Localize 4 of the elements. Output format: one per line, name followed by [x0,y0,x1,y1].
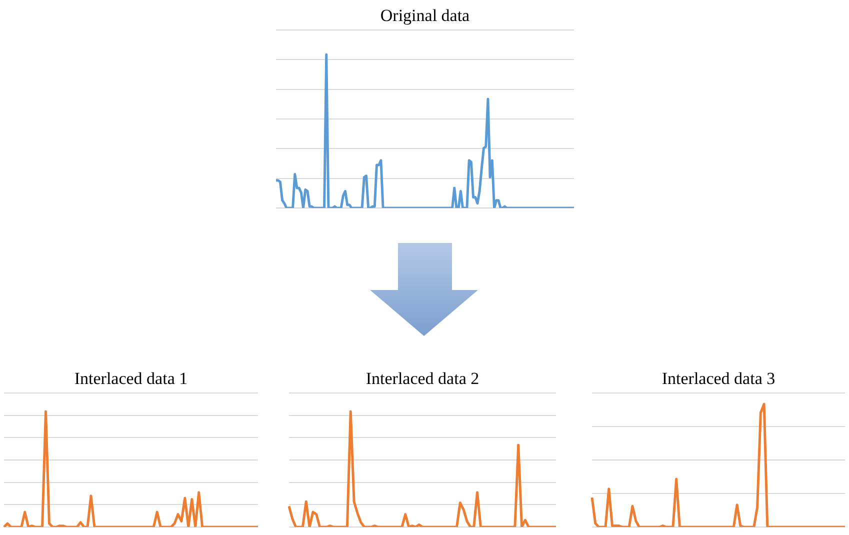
chart-title: Interlaced data 2 [364,368,480,390]
chart-title: Interlaced data 3 [660,368,776,390]
chart-title: Original data [379,5,471,27]
chart-title: Interlaced data 1 [73,368,189,390]
